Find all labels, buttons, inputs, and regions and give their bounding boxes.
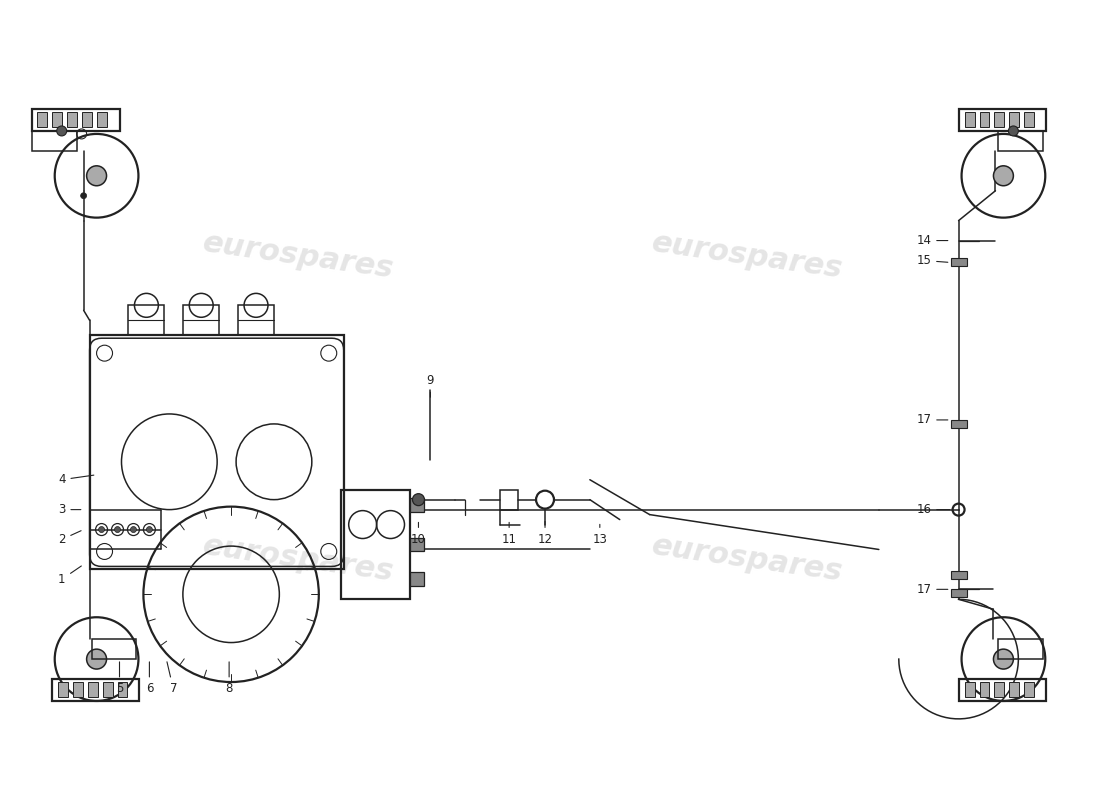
Bar [958, 109, 1046, 131]
Bar [36, 112, 47, 127]
Bar [999, 639, 1043, 659]
Bar [410, 538, 425, 551]
Text: 12: 12 [538, 522, 552, 546]
Text: 9: 9 [427, 374, 434, 398]
Bar [500, 490, 518, 510]
Bar [979, 682, 990, 697]
Text: eurospares: eurospares [200, 229, 395, 284]
Circle shape [57, 126, 67, 136]
Bar [999, 131, 1043, 151]
Bar [57, 682, 68, 697]
Circle shape [1009, 126, 1019, 136]
Bar [81, 112, 91, 127]
Bar [1010, 682, 1020, 697]
Bar [52, 112, 62, 127]
Circle shape [412, 494, 425, 506]
Bar [950, 258, 967, 266]
Circle shape [993, 649, 1013, 669]
Text: 4: 4 [58, 474, 94, 486]
Bar [410, 498, 425, 512]
Text: 14: 14 [916, 234, 948, 247]
Bar [1010, 112, 1020, 127]
Bar [994, 112, 1004, 127]
Bar [32, 131, 77, 151]
Bar [950, 420, 967, 428]
Circle shape [87, 166, 107, 186]
Bar [73, 682, 82, 697]
Bar [950, 571, 967, 579]
Circle shape [993, 166, 1013, 186]
Circle shape [131, 526, 136, 533]
Bar [88, 682, 98, 697]
Bar [52, 679, 140, 701]
Text: 11: 11 [502, 522, 517, 546]
Text: eurospares: eurospares [200, 532, 395, 587]
Text: 2: 2 [58, 530, 81, 546]
Text: 10: 10 [411, 522, 426, 546]
Bar [341, 490, 410, 599]
Bar [67, 112, 77, 127]
Bar [102, 682, 112, 697]
Text: eurospares: eurospares [650, 229, 845, 284]
Text: 17: 17 [916, 414, 948, 426]
Circle shape [87, 649, 107, 669]
Bar [965, 112, 975, 127]
Bar [1024, 112, 1034, 127]
Circle shape [114, 526, 121, 533]
Text: 15: 15 [916, 254, 948, 267]
Text: 6: 6 [145, 662, 153, 695]
Bar [410, 572, 425, 586]
Bar [1024, 682, 1034, 697]
Text: 17: 17 [916, 583, 948, 596]
Bar [958, 679, 1046, 701]
Bar [89, 335, 343, 570]
Text: 7: 7 [167, 662, 177, 695]
Circle shape [80, 193, 87, 198]
Bar [979, 112, 990, 127]
Circle shape [146, 526, 153, 533]
Bar [238, 306, 274, 335]
Text: 16: 16 [916, 503, 949, 516]
Bar [965, 682, 975, 697]
Text: 13: 13 [593, 524, 607, 546]
Circle shape [99, 526, 104, 533]
Bar [91, 639, 136, 659]
Bar [184, 306, 219, 335]
Text: 3: 3 [58, 503, 80, 516]
Bar [950, 590, 967, 598]
Bar [32, 109, 120, 131]
Bar [118, 682, 128, 697]
Text: 8: 8 [226, 662, 233, 695]
Bar [97, 112, 107, 127]
Bar [129, 306, 164, 335]
Text: eurospares: eurospares [650, 532, 845, 587]
Text: 5: 5 [116, 662, 123, 695]
Bar [994, 682, 1004, 697]
Text: 1: 1 [58, 566, 81, 586]
